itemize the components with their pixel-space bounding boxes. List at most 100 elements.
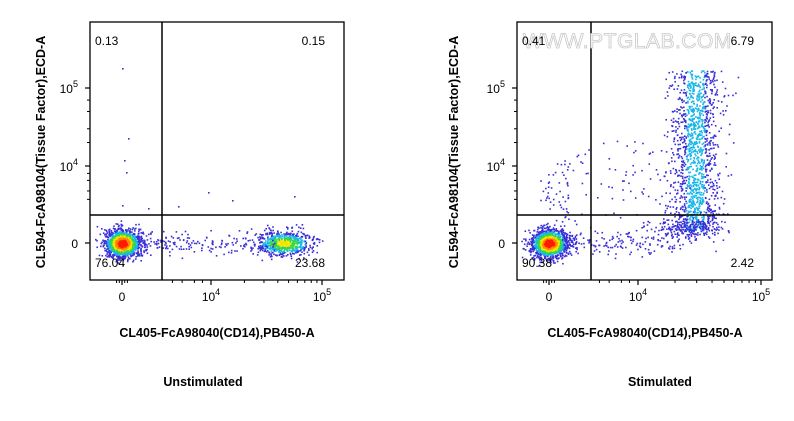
event-dot [704,121,706,124]
y-tick-label: 0 [71,237,78,251]
event-dot [563,242,565,245]
event-dot [123,245,125,248]
event-dot [140,244,143,247]
event-dot [558,234,560,236]
event-dot [687,215,690,217]
event-dot [117,225,120,228]
event-dot [285,239,288,242]
event-dot [313,241,316,244]
event-dot [530,251,532,254]
event-dot [709,208,711,210]
event-dot [234,250,236,252]
event-dot [124,251,127,254]
event-dot [533,245,536,247]
event-dot [671,84,674,86]
event-dot [684,176,686,179]
event-dot [684,142,687,145]
event-dot [546,259,548,261]
event-dot [560,248,563,251]
event-dot [705,226,707,228]
event-dot [665,119,667,121]
event-dot [303,240,305,243]
event-dot [285,244,288,247]
event-dot [137,240,140,243]
event-dot [113,230,116,233]
event-dot [182,239,185,242]
event-dot [561,243,564,246]
event-dot [290,257,293,260]
event-dot [688,171,690,174]
event-dot [533,255,535,257]
event-dot [563,248,566,251]
event-dot [703,146,705,148]
event-dot [270,250,273,252]
event-dot [110,248,113,251]
event-dot [543,251,546,253]
event-dot [121,230,124,233]
event-dot [670,119,673,122]
event-dot [283,236,286,239]
event-dot [696,152,699,155]
event-dot [528,242,531,245]
event-dot [106,245,108,247]
event-dot [677,117,680,120]
event-dot [717,197,719,200]
event-dot [542,248,545,250]
unstim-caption: Unstimulated [163,375,242,389]
event-dot [543,241,546,244]
event-dot [713,198,716,200]
event-dot [129,252,132,254]
event-dot [169,245,171,247]
event-dot [113,235,115,237]
event-dot [700,147,702,149]
event-dot [684,119,687,122]
event-dot [300,244,303,246]
event-dot [690,207,692,210]
event-dot [290,253,292,256]
event-dot [546,242,549,244]
event-dot [285,232,288,235]
event-dot [687,84,689,87]
event-dot [293,244,296,246]
event-dot [674,213,676,215]
event-dot [687,159,690,162]
event-dot [692,97,694,99]
event-dot [114,236,116,239]
event-dot [132,244,134,246]
event-dot [286,247,289,249]
event-dot [707,227,710,229]
event-dot [525,239,527,242]
event-dot [175,245,178,248]
event-dot [271,248,274,251]
event-dot [107,251,109,254]
event-dot [210,251,212,253]
event-dot [689,138,692,141]
event-dot [666,179,669,182]
event-dot [725,110,727,112]
event-dot [546,239,548,242]
event-dot [201,244,204,247]
event-dot [286,248,289,250]
event-dot [544,239,546,242]
event-dot [225,244,228,247]
event-dot [265,245,267,247]
event-dot [697,94,700,96]
event-dot [262,247,264,249]
event-dot [143,251,145,254]
event-dot [673,77,676,80]
event-dot [228,234,230,237]
event-dot [684,76,686,79]
event-dot [676,73,678,75]
event-dot [300,254,302,256]
event-dot [683,182,686,185]
event-dot [270,235,273,238]
event-dot [118,234,120,237]
event-dot [556,252,558,254]
event-dot [565,240,567,243]
event-dot [302,232,304,235]
event-dot [559,252,561,255]
event-dot [307,248,310,250]
event-dot [246,232,248,235]
event-dot [284,251,287,254]
